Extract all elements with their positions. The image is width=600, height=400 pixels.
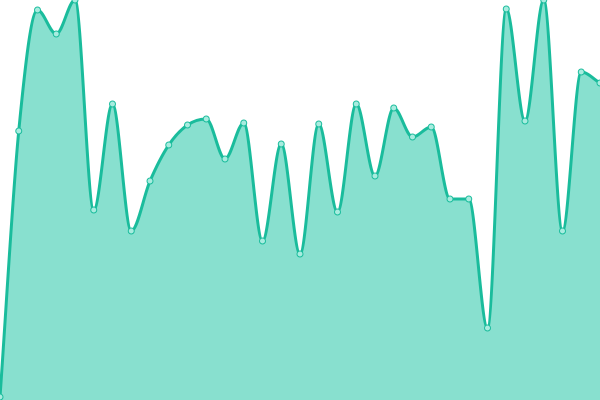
data-point-2 <box>34 6 41 14</box>
data-point-1 <box>15 127 23 135</box>
data-point-4 <box>71 0 79 4</box>
data-point-26 <box>484 324 491 332</box>
data-point-10 <box>184 121 191 129</box>
data-point-16 <box>296 250 304 258</box>
data-point-9 <box>165 141 173 149</box>
data-point-13 <box>240 119 248 127</box>
data-point-12 <box>221 155 229 163</box>
data-point-11 <box>202 115 210 123</box>
data-point-24 <box>446 195 454 203</box>
data-point-14 <box>259 237 266 245</box>
data-point-19 <box>352 100 360 108</box>
data-point-28 <box>521 117 529 125</box>
data-point-27 <box>502 5 510 13</box>
data-point-23 <box>427 123 435 131</box>
data-point-17 <box>315 120 323 128</box>
data-point-32 <box>596 79 600 87</box>
data-point-6 <box>109 100 116 108</box>
data-point-18 <box>334 208 341 216</box>
data-point-25 <box>465 195 473 203</box>
data-point-30 <box>559 227 566 235</box>
data-point-3 <box>52 30 60 38</box>
data-point-5 <box>90 206 98 214</box>
data-point-29 <box>540 0 548 4</box>
data-point-8 <box>146 177 154 185</box>
data-point-20 <box>371 172 379 180</box>
data-point-31 <box>577 68 585 76</box>
data-point-21 <box>390 104 398 112</box>
data-point-15 <box>277 140 285 148</box>
data-point-7 <box>127 227 135 235</box>
data-point-22 <box>409 133 416 141</box>
data-point-0 <box>0 393 4 400</box>
